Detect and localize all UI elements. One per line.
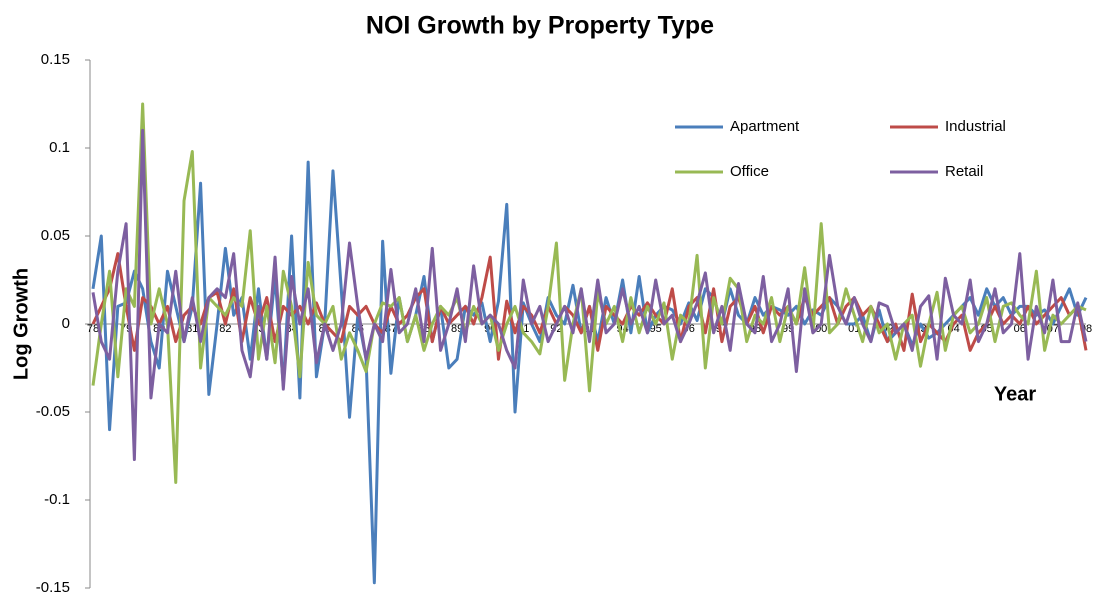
- y-axis-label: Log Growth: [10, 268, 32, 380]
- legend-label: Retail: [945, 163, 983, 180]
- legend-label: Industrial: [945, 118, 1006, 135]
- y-tick-label: 0: [62, 315, 70, 332]
- y-tick-label: -0.1: [44, 491, 70, 508]
- series-line: [91, 252, 1088, 361]
- x-tick-label: 82: [219, 323, 231, 335]
- legend-label: Apartment: [730, 118, 800, 135]
- x-tick-label: 95: [650, 323, 662, 335]
- series-line: [91, 102, 1087, 484]
- y-tick-label: -0.15: [36, 579, 70, 596]
- y-tick-label: 0.1: [49, 139, 70, 156]
- y-tick-label: -0.05: [36, 403, 70, 420]
- y-tick-label: 0.15: [41, 51, 70, 68]
- chart-title: NOI Growth by Property Type: [366, 12, 714, 40]
- legend-label: Office: [730, 163, 769, 180]
- x-tick-label: 06: [1014, 323, 1026, 335]
- x-tick-label: 78: [87, 323, 99, 335]
- series-line: [91, 128, 1088, 462]
- y-tick-label: 0.05: [41, 227, 70, 244]
- x-axis-label: Year: [994, 383, 1036, 405]
